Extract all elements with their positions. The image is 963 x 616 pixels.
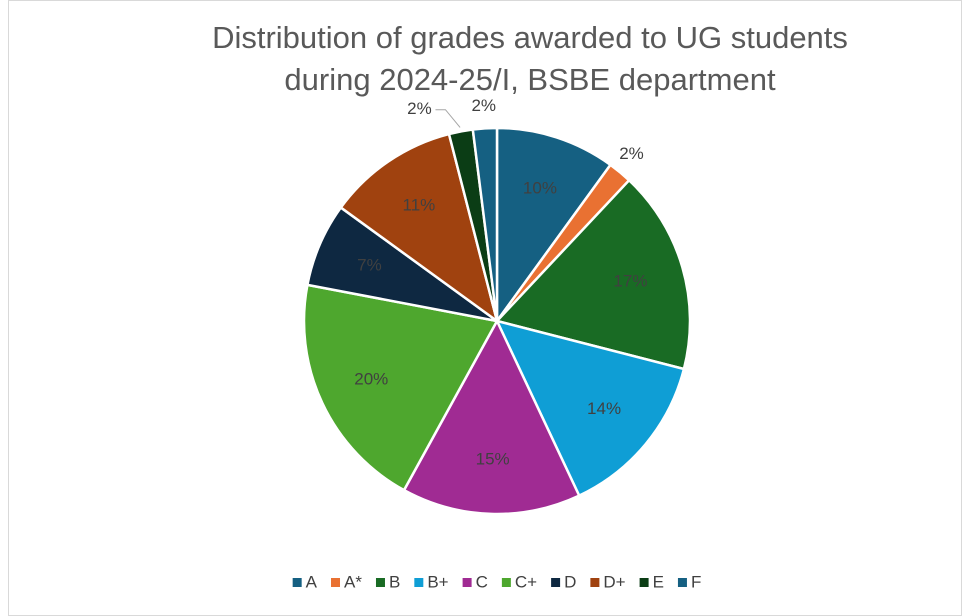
pie-slice [471,126,499,322]
legend-label: B+ [427,572,448,591]
data-label: 14% [587,399,621,418]
data-label: 2% [471,96,496,115]
legend-swatch [590,578,600,587]
legend-swatch [414,578,424,587]
legend-label: D [564,572,576,591]
pie-slice [494,178,692,371]
data-label: 15% [476,449,510,468]
legend-label: C [476,572,488,591]
data-label: 17% [613,272,647,291]
legend-swatch [292,578,302,587]
legend-swatch [331,578,341,587]
legend-swatch [677,578,687,587]
legend-label: C+ [515,572,537,591]
chart-title: Distribution of grades awarded to UG stu… [212,20,848,55]
pie-slice [494,319,686,498]
legend-label: A [306,572,318,591]
pie-slice [339,132,500,325]
data-label: 11% [403,196,436,215]
data-label: 2% [407,99,432,118]
legend-swatch [462,578,472,587]
data-label: 10% [523,178,557,197]
data-label: 2% [619,144,644,163]
legend-swatch [375,578,385,587]
pie-slice [302,283,499,492]
legend-label: B [389,572,400,591]
legend-label: E [653,572,664,591]
data-label: 7% [357,255,382,274]
legend-label: D+ [603,572,625,591]
data-label: 20% [354,370,388,389]
chart-title: during 2024-25/I, BSBE department [284,62,776,97]
pie-slice [495,126,613,325]
legend-swatch [639,578,649,587]
legend-label: A* [344,572,362,591]
leader-line [435,109,461,128]
legend-swatch [551,578,561,587]
legend-swatch [501,578,511,587]
legend-label: F [691,572,701,591]
pie-slice [402,318,581,516]
